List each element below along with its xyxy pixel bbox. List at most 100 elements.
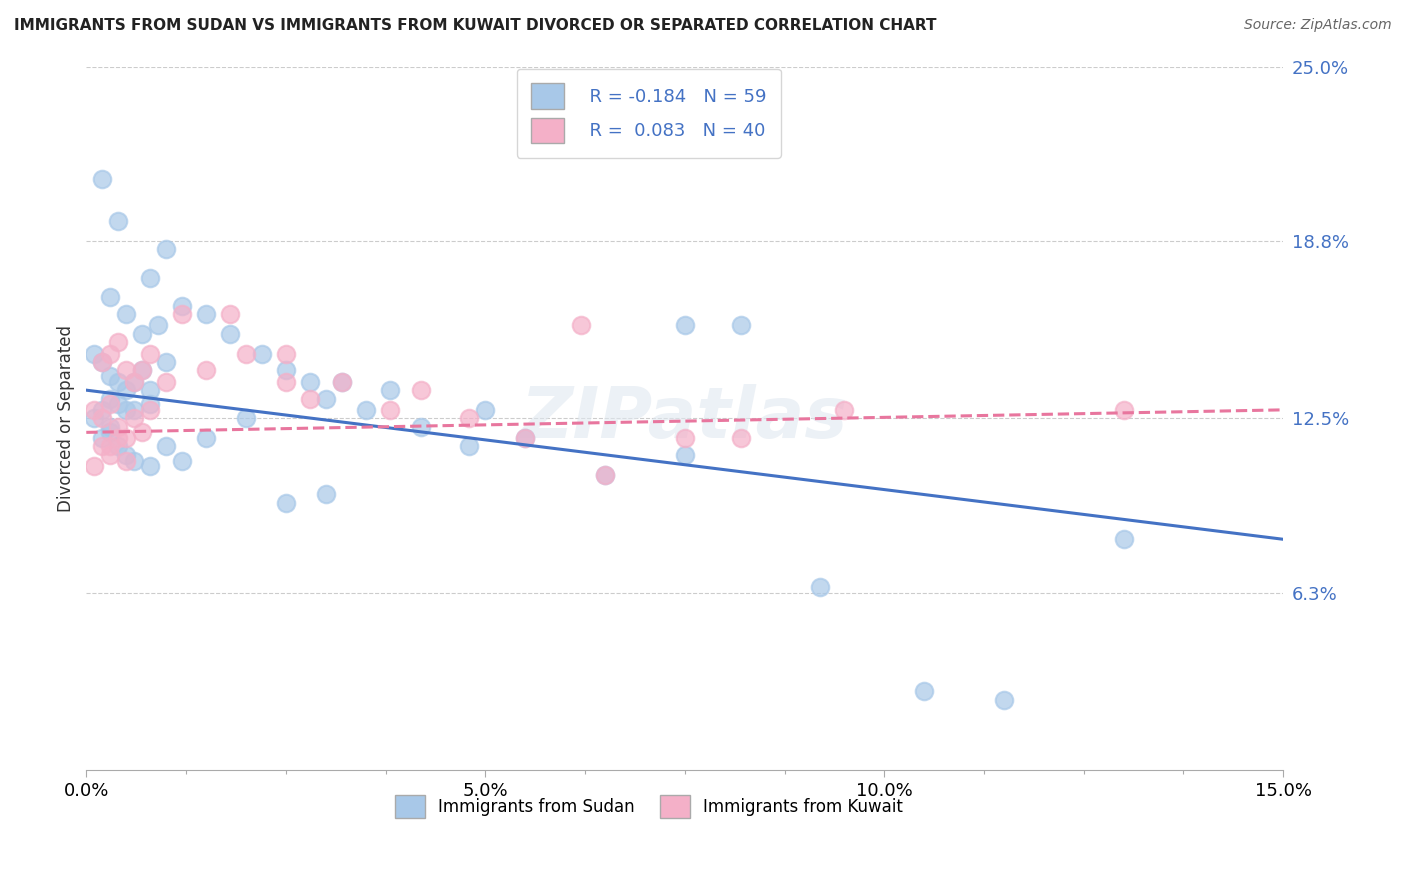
- Point: [91, 439, 114, 453]
- Point: [912, 684, 935, 698]
- Point: [98, 439, 121, 453]
- Point: [155, 243, 177, 257]
- Point: [98, 290, 121, 304]
- Point: [474, 402, 496, 417]
- Point: [195, 363, 218, 377]
- Point: [98, 369, 121, 384]
- Point: [139, 383, 162, 397]
- Point: [274, 346, 297, 360]
- Point: [170, 299, 193, 313]
- Y-axis label: Divorced or Separated: Divorced or Separated: [58, 325, 75, 512]
- Point: [131, 363, 153, 377]
- Text: Source: ZipAtlas.com: Source: ZipAtlas.com: [1244, 18, 1392, 32]
- Point: [98, 392, 121, 406]
- Point: [139, 346, 162, 360]
- Point: [170, 307, 193, 321]
- Point: [115, 453, 138, 467]
- Point: [378, 383, 401, 397]
- Point: [115, 307, 138, 321]
- Point: [91, 402, 114, 417]
- Text: ZIPatlas: ZIPatlas: [522, 384, 848, 453]
- Point: [139, 402, 162, 417]
- Point: [354, 402, 377, 417]
- Point: [131, 425, 153, 440]
- Point: [993, 692, 1015, 706]
- Point: [83, 411, 105, 425]
- Point: [122, 453, 145, 467]
- Point: [593, 467, 616, 482]
- Point: [83, 459, 105, 474]
- Point: [91, 431, 114, 445]
- Point: [122, 402, 145, 417]
- Point: [139, 459, 162, 474]
- Point: [515, 431, 537, 445]
- Point: [730, 318, 752, 333]
- Point: [139, 397, 162, 411]
- Point: [83, 346, 105, 360]
- Point: [91, 355, 114, 369]
- Point: [411, 419, 433, 434]
- Text: IMMIGRANTS FROM SUDAN VS IMMIGRANTS FROM KUWAIT DIVORCED OR SEPARATED CORRELATIO: IMMIGRANTS FROM SUDAN VS IMMIGRANTS FROM…: [14, 18, 936, 33]
- Point: [115, 363, 138, 377]
- Point: [91, 355, 114, 369]
- Point: [107, 419, 129, 434]
- Point: [98, 425, 121, 440]
- Point: [330, 375, 353, 389]
- Point: [115, 448, 138, 462]
- Point: [219, 326, 242, 341]
- Point: [115, 431, 138, 445]
- Point: [378, 402, 401, 417]
- Point: [810, 580, 832, 594]
- Point: [122, 411, 145, 425]
- Point: [91, 411, 114, 425]
- Point: [115, 383, 138, 397]
- Point: [274, 363, 297, 377]
- Point: [146, 318, 169, 333]
- Point: [139, 270, 162, 285]
- Point: [155, 355, 177, 369]
- Point: [515, 431, 537, 445]
- Point: [107, 397, 129, 411]
- Point: [298, 375, 321, 389]
- Point: [122, 375, 145, 389]
- Point: [593, 467, 616, 482]
- Point: [155, 439, 177, 453]
- Point: [298, 392, 321, 406]
- Point: [274, 375, 297, 389]
- Point: [107, 439, 129, 453]
- Point: [315, 487, 337, 501]
- Point: [315, 392, 337, 406]
- Point: [98, 419, 121, 434]
- Point: [155, 375, 177, 389]
- Point: [834, 402, 856, 417]
- Point: [170, 453, 193, 467]
- Point: [458, 411, 481, 425]
- Point: [235, 346, 257, 360]
- Point: [122, 375, 145, 389]
- Point: [107, 431, 129, 445]
- Point: [673, 318, 696, 333]
- Point: [195, 431, 218, 445]
- Point: [673, 448, 696, 462]
- Point: [411, 383, 433, 397]
- Point: [1112, 402, 1135, 417]
- Legend: Immigrants from Sudan, Immigrants from Kuwait: Immigrants from Sudan, Immigrants from K…: [388, 788, 910, 825]
- Point: [131, 326, 153, 341]
- Point: [107, 375, 129, 389]
- Point: [569, 318, 592, 333]
- Point: [330, 375, 353, 389]
- Point: [91, 172, 114, 186]
- Point: [274, 496, 297, 510]
- Point: [673, 431, 696, 445]
- Point: [1112, 533, 1135, 547]
- Point: [235, 411, 257, 425]
- Point: [219, 307, 242, 321]
- Point: [115, 402, 138, 417]
- Point: [250, 346, 273, 360]
- Point: [83, 402, 105, 417]
- Point: [458, 439, 481, 453]
- Point: [98, 397, 121, 411]
- Point: [107, 335, 129, 350]
- Point: [195, 307, 218, 321]
- Point: [107, 214, 129, 228]
